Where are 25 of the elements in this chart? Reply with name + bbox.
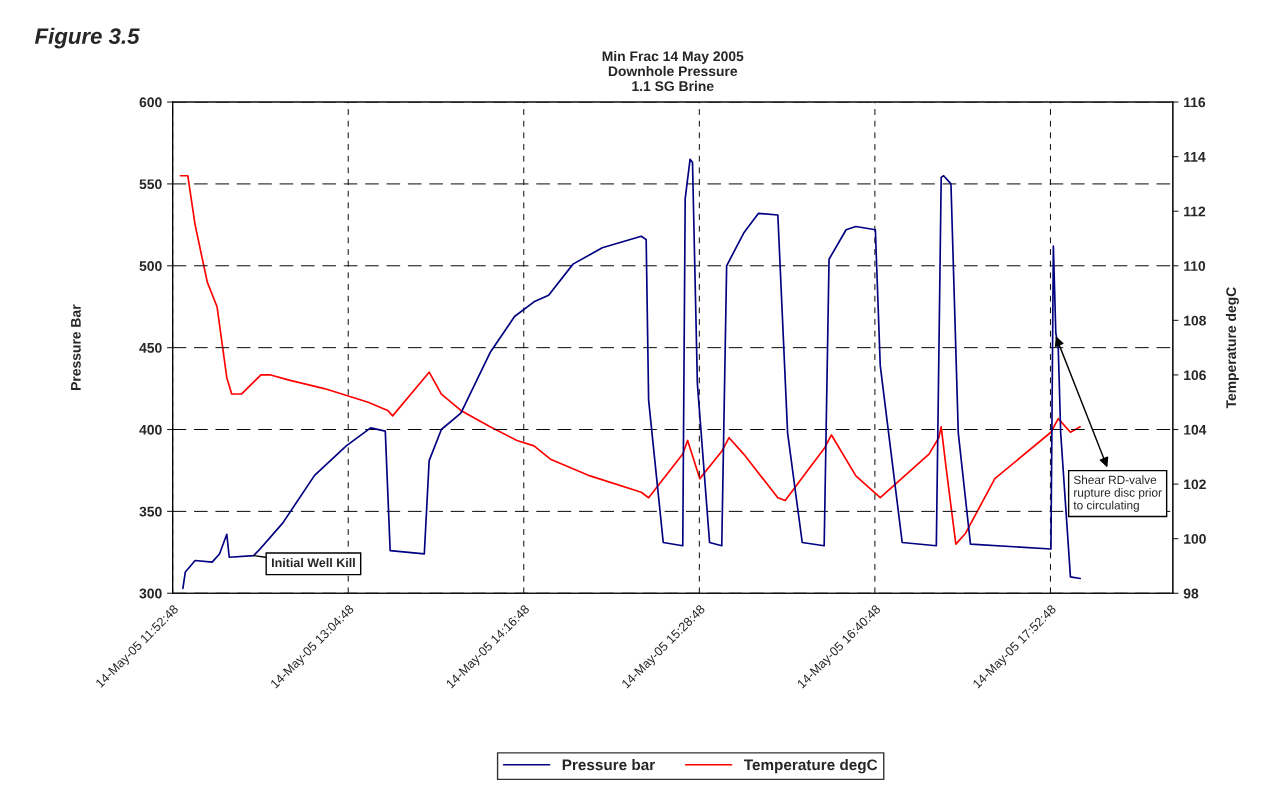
y2-tick-label: 100 [1184,534,1206,544]
annotation: Initial Well Kill [272,557,355,568]
y2-tick-label: 98 [1183,588,1199,599]
chart-title: Min Frac 14 May 2005 Downhole Pressure 1.1 SG Brine [602,50,744,92]
y-tick-label: 500 [139,261,162,271]
y2-tick-label: 112 [1184,206,1206,217]
y2-tick-label: 114 [1184,152,1206,162]
y2-tick-label: 116 [1184,97,1206,108]
y-tick-label: 400 [139,424,162,435]
y-tick-label: 600 [139,97,162,108]
y-tick-label: 350 [139,506,162,517]
y2-tick-label: 104 [1184,424,1207,435]
y2-tick-label: 102 [1184,479,1206,490]
y2-tick-label: 108 [1184,315,1207,326]
y-tick-label: 450 [139,342,162,353]
caption: Figure 3.5 [34,27,140,49]
annotation: Shear RD-valve rupture disc prior to circulating [1073,475,1162,512]
y-axis-title: Pressure Bar [71,304,81,390]
legend-label: Temperature degC [743,758,878,774]
y-tick-label: 300 [139,588,162,599]
y2-tick-label: 110 [1184,261,1206,271]
y-tick-label: 550 [139,179,162,190]
legend-label: Pressure bar [562,758,655,771]
y2-axis-title: Temperature degC [1225,287,1239,409]
y2-tick-label: 106 [1184,370,1206,381]
